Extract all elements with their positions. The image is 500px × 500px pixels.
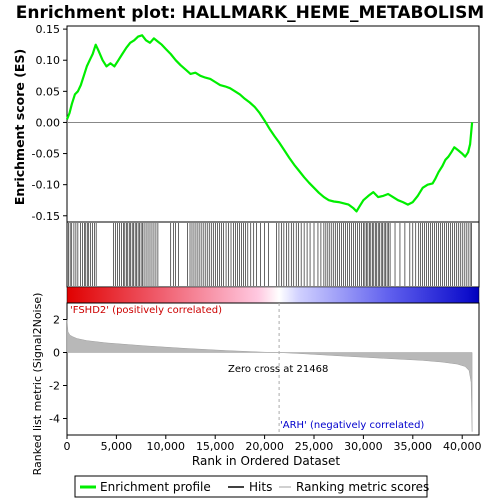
es-plot-frame: [66, 25, 480, 223]
x-tick-label: 20,000: [245, 440, 284, 453]
metric-y-axis-label: Ranked list metric (Signal2Noise): [31, 293, 44, 476]
enrichment-profile-line: [65, 34, 474, 213]
x-axis-label: Rank in Ordered Dataset: [192, 454, 340, 468]
es-y-tick-label: -0.15: [32, 210, 60, 223]
metric-y-tick-label: -4: [49, 413, 60, 426]
x-tick-label: 35,000: [394, 440, 433, 453]
x-tick-label: 15,000: [196, 440, 235, 453]
x-tick-label: 0: [64, 440, 71, 453]
es-y-tick-label: 0.00: [36, 116, 61, 129]
metric-y-tick-label: 2: [53, 314, 60, 327]
es-y-tick-label: 0.05: [36, 85, 61, 98]
gradient-rect: [66, 286, 480, 304]
chart-title: Enrichment plot: HALLMARK_HEME_METABOLIS…: [16, 3, 484, 23]
es-y-tick-label: -0.10: [32, 179, 60, 192]
legend: Enrichment profile Hits Ranking metric s…: [74, 475, 429, 498]
x-tick-label: 10,000: [147, 440, 186, 453]
metric-y-tick-label: 0: [53, 347, 60, 360]
negative-correlation-label: 'ARH' (negatively correlated): [280, 420, 424, 431]
x-axis: 0 5,000 10,000 15,000 20,000 25,000 30,000 35,0…: [64, 435, 482, 453]
es-y-axis-label: Enrichment score (ES): [12, 49, 27, 205]
zero-cross-label: Zero cross at 21468: [228, 364, 328, 375]
x-tick-label: 25,000: [295, 440, 334, 453]
x-tick-label: 30,000: [344, 440, 383, 453]
hits-frame: [66, 221, 480, 288]
correlation-gradient-bar: [66, 286, 480, 304]
legend-label-metric: Ranking metric scores: [296, 480, 429, 494]
metric-y-tick-label: -2: [49, 380, 60, 393]
x-tick-label: 5,000: [101, 440, 133, 453]
legend-label-hits: Hits: [249, 480, 272, 494]
es-panel: -0.15 -0.10 -0.05 0.00 0.05 0.10 0.15: [32, 23, 480, 223]
es-y-tick-label: 0.15: [36, 23, 61, 36]
legend-box: [74, 475, 428, 498]
es-y-tick-label: -0.05: [32, 148, 60, 161]
hits-panel: [66, 221, 480, 288]
legend-label-enrichment: Enrichment profile: [100, 480, 211, 494]
es-y-tick-label: 0.10: [36, 54, 61, 67]
x-tick-label: 40,000: [443, 440, 482, 453]
ranked-metric-panel: -4 -2 0 2: [49, 302, 480, 436]
metric-plot-frame: [66, 302, 480, 436]
positive-correlation-label: 'FSHD2' (positively correlated): [70, 305, 222, 316]
